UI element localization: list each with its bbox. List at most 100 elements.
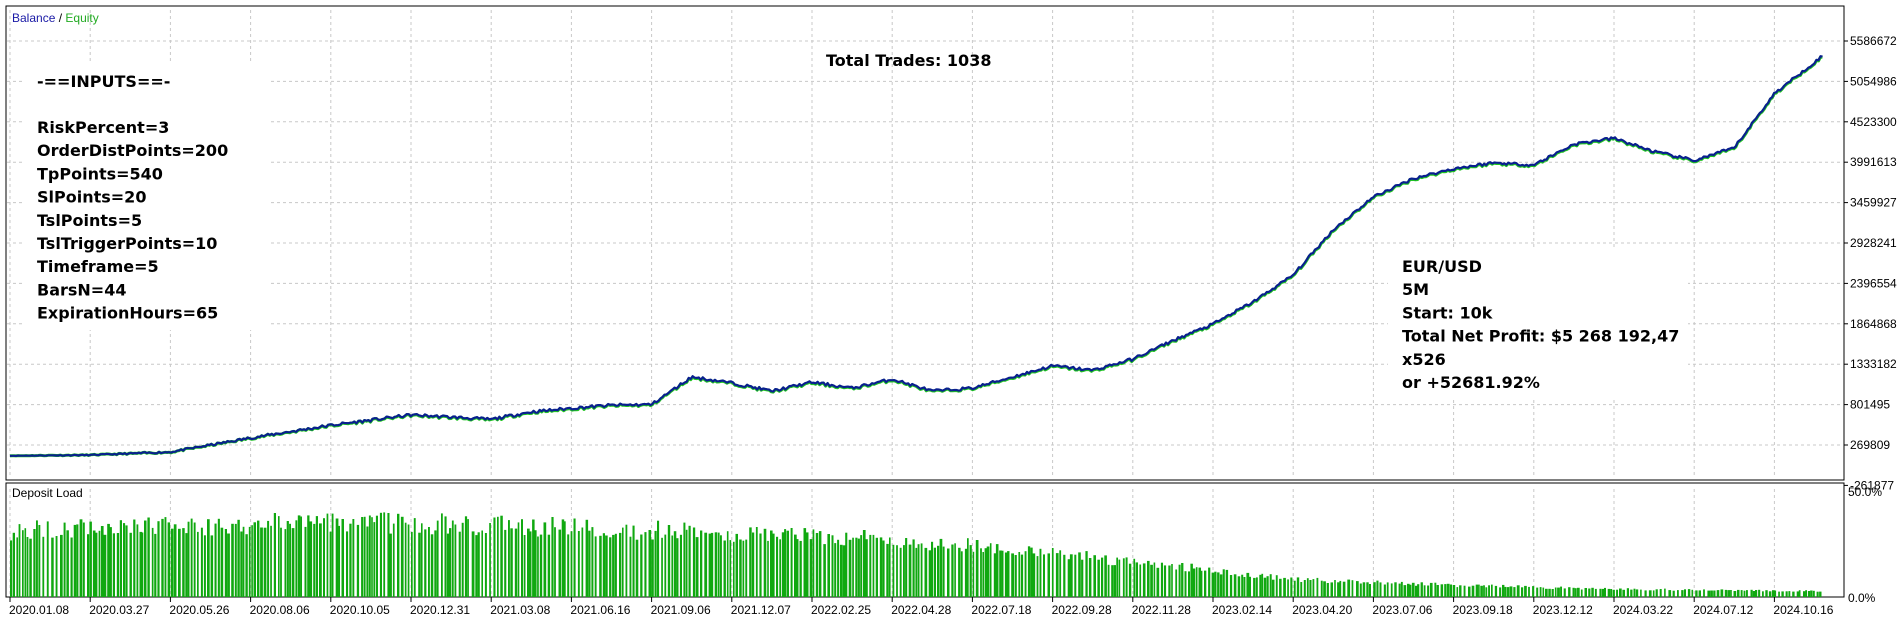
deposit-bar (733, 541, 735, 597)
deposit-bar (896, 545, 898, 597)
deposit-bar (1703, 589, 1705, 597)
deposit-bar (481, 530, 483, 597)
deposit-bar (1043, 554, 1045, 597)
deposit-bar (397, 513, 400, 597)
inputs-header: -==INPUTS==- (37, 72, 170, 91)
deposit-bar (1417, 584, 1420, 597)
inputs-line: TslPoints=5 (37, 211, 142, 230)
deposit-bar (539, 534, 543, 597)
deposit-bar (619, 532, 622, 597)
deposit-bar (1619, 588, 1622, 597)
deposit-bar (329, 531, 332, 597)
deposit-bar (1011, 553, 1014, 597)
deposit-bar (231, 523, 234, 597)
deposit-bar (1101, 557, 1104, 597)
deposit-bar (1287, 579, 1289, 597)
legend-balance: Balance (12, 11, 56, 25)
deposit-bar (931, 541, 934, 597)
deposit-bar (1168, 565, 1171, 597)
deposit-bar (1516, 585, 1520, 597)
deposit-bar (1204, 570, 1207, 597)
deposit-bar (227, 533, 230, 597)
deposit-bar (745, 539, 748, 597)
deposit-bar (763, 528, 767, 597)
deposit-bar (1792, 591, 1795, 597)
deposit-bar (1088, 558, 1092, 597)
deposit-bar (1139, 564, 1142, 597)
deposit-bar (999, 550, 1002, 597)
deposit-bar (1081, 559, 1084, 597)
deposit-bar (1563, 588, 1566, 597)
deposit-bar (1160, 562, 1163, 597)
deposit-bar (532, 519, 535, 597)
deposit-bar (1122, 558, 1125, 597)
deposit-bar (197, 531, 199, 597)
deposit-bar (1390, 583, 1393, 597)
deposit-bar (1724, 589, 1727, 597)
deposit-bar (323, 518, 325, 597)
deposit-bar (1778, 591, 1780, 597)
deposit-bar (837, 539, 840, 597)
deposit-bar (12, 532, 15, 597)
deposit-bar (1471, 585, 1475, 597)
deposit-bar (1200, 570, 1203, 597)
deposit-bar (109, 527, 112, 597)
deposit-bar (1356, 581, 1359, 597)
deposit-bar (203, 535, 206, 597)
deposit-bar (217, 518, 220, 597)
deposit-bar (29, 538, 32, 597)
deposit-bar (577, 531, 580, 597)
deposit-bar (1253, 577, 1256, 597)
deposit-bar (726, 531, 729, 597)
deposit-bar (695, 537, 699, 597)
x-tick-label: 2020.05.26 (169, 603, 229, 617)
x-tick-label: 2022.09.28 (1052, 603, 1112, 617)
deposit-bar (1807, 591, 1810, 597)
deposit-bar (119, 520, 122, 597)
deposit-bar (144, 520, 147, 597)
deposit-bar (383, 512, 386, 597)
deposit-bar (1668, 590, 1672, 597)
deposit-bar (1816, 591, 1819, 597)
deposit-bar (818, 531, 822, 597)
deposit-bar (1014, 555, 1017, 597)
deposit-bar (1740, 590, 1743, 597)
deposit-bar (1483, 585, 1485, 597)
deposit-bar (1710, 590, 1713, 597)
deposit-bar (514, 528, 518, 597)
deposit-bar (933, 547, 936, 597)
y-tick-label: 1333182 (1850, 357, 1897, 371)
deposit-bar (567, 534, 570, 597)
deposit-bar (1118, 559, 1121, 597)
deposit-bar (73, 524, 77, 597)
deposit-bar (993, 553, 997, 597)
deposit-bar (434, 530, 437, 597)
deposit-bar (770, 530, 773, 597)
deposit-bar (527, 528, 530, 597)
deposit-bar (812, 529, 815, 597)
deposit-bar (309, 521, 313, 597)
deposit-bar (389, 533, 392, 597)
deposit-bar (253, 522, 256, 597)
x-tick-label: 2021.12.07 (731, 603, 791, 617)
deposit-bar (1506, 587, 1510, 597)
deposit-bar (224, 529, 227, 597)
deposit-bar (1545, 588, 1548, 597)
deposit-bar (1214, 571, 1217, 597)
deposit-bar (989, 543, 992, 597)
x-tick-label: 2022.04.28 (891, 603, 951, 617)
deposit-bar (1376, 580, 1379, 597)
deposit-bar (123, 523, 126, 597)
summary-box (1388, 250, 1688, 400)
deposit-bar (1750, 589, 1753, 597)
deposit-bar (1320, 580, 1323, 597)
deposit-bar (892, 544, 895, 597)
deposit-bar (1758, 589, 1761, 597)
deposit-bar (1409, 584, 1412, 597)
y-tick-label: 2928241 (1850, 236, 1897, 250)
deposit-bar (1163, 565, 1167, 597)
deposit-bar (1812, 590, 1815, 597)
x-tick-label: 2021.06.16 (570, 603, 630, 617)
deposit-bar (173, 524, 177, 597)
deposit-bar (879, 537, 883, 597)
